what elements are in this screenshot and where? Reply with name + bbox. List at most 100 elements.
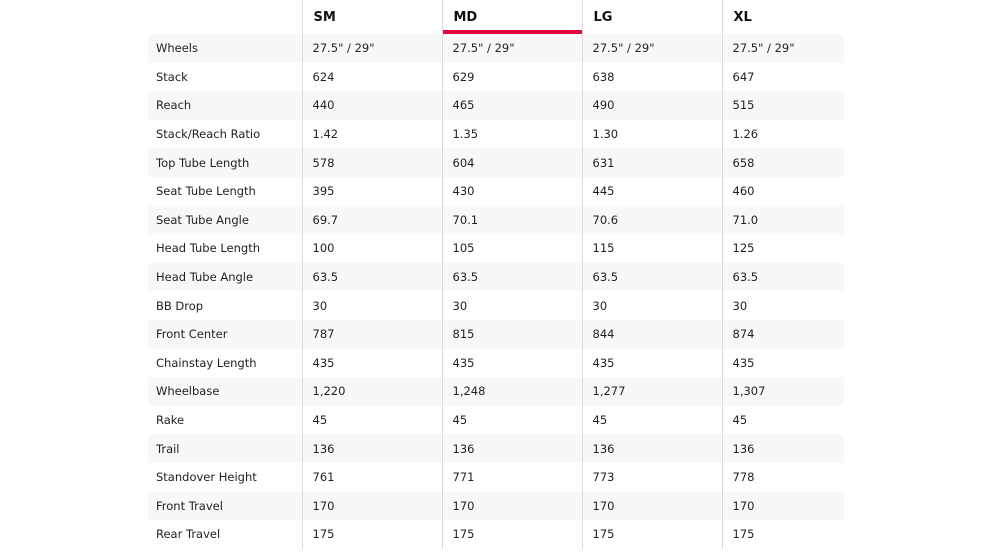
cell-xl: 460 [721, 176, 844, 206]
row-label: Stack [156, 69, 188, 84]
row-label: BB Drop [156, 298, 204, 313]
cell-lg: 844 [581, 319, 722, 349]
row-label: Front Center [148, 319, 302, 349]
cell-lg: 435 [581, 348, 722, 378]
table-row: Reach 440 465 490 515 [148, 91, 844, 120]
cell-sm: 624 [301, 62, 442, 92]
cell-xl: 435 [721, 348, 844, 378]
row-label: Wheels [148, 34, 302, 63]
row-label: Head Tube Length [156, 241, 260, 256]
cell-xl: 71.0 [721, 205, 844, 235]
cell-md: 105 [441, 234, 582, 263]
cell-md: 771 [441, 462, 582, 492]
row-label: Rear Travel [156, 527, 221, 542]
size-tab-xl[interactable]: XL [721, 0, 844, 34]
cell-sm: 63.5 [301, 262, 442, 292]
cell-md: 175 [441, 520, 582, 549]
cell-sm: 435 [301, 348, 442, 378]
cell-lg: 115 [581, 234, 722, 263]
table-row: Rake 45 45 45 45 [148, 405, 844, 435]
size-tab-lg[interactable]: LG [581, 0, 722, 34]
row-label: Head Tube Angle [148, 262, 302, 292]
cell-xl: 175 [721, 520, 844, 549]
row-label: Chainstay Length [156, 355, 257, 370]
cell-sm: 1.42 [301, 119, 442, 149]
row-label: Top Tube Length [148, 148, 302, 177]
cell-lg: 63.5 [581, 262, 722, 292]
cell-xl: 125 [721, 234, 844, 263]
row-label: Wheelbase [148, 377, 302, 406]
cell-sm: 175 [301, 520, 442, 549]
cell-sm: 395 [301, 176, 442, 206]
row-label: Seat Tube Angle [148, 205, 302, 235]
cell-lg: 45 [581, 405, 722, 435]
cell-md: 170 [441, 491, 582, 521]
cell-md: 465 [441, 91, 582, 120]
cell-lg: 638 [581, 62, 722, 92]
cell-lg: 631 [581, 148, 722, 177]
row-label: Front Travel [148, 491, 302, 521]
cell-sm: 170 [301, 491, 442, 521]
cell-md: 815 [441, 319, 582, 349]
cell-xl: 778 [721, 462, 844, 492]
cell-md: 136 [441, 434, 582, 463]
cell-lg: 70.6 [581, 205, 722, 235]
corner-cell [148, 0, 302, 34]
cell-md: 430 [441, 176, 582, 206]
cell-sm: 761 [301, 462, 442, 492]
cell-lg: 136 [581, 434, 722, 463]
row-label: Rake [156, 413, 185, 428]
cell-lg: 170 [581, 491, 722, 521]
cell-lg: 445 [581, 176, 722, 206]
row-label: Reach [148, 91, 302, 120]
table-row: Front Travel 170 170 170 170 [148, 491, 844, 521]
size-tab-sm[interactable]: SM [301, 0, 442, 34]
cell-xl: 515 [721, 91, 844, 120]
cell-sm: 787 [301, 319, 442, 349]
cell-md: 629 [441, 62, 582, 92]
cell-lg: 175 [581, 520, 722, 549]
cell-lg: 773 [581, 462, 722, 492]
cell-xl: 63.5 [721, 262, 844, 292]
cell-sm: 27.5" / 29" [301, 34, 442, 63]
cell-sm: 136 [301, 434, 442, 463]
cell-sm: 69.7 [301, 205, 442, 235]
table-row: Seat Tube Length 395 430 445 460 [148, 176, 844, 206]
table-row: Top Tube Length 578 604 631 658 [148, 148, 844, 177]
cell-md: 70.1 [441, 205, 582, 235]
table-row: Rear Travel 175 175 175 175 [148, 520, 844, 549]
cell-sm: 30 [301, 291, 442, 320]
cell-xl: 27.5" / 29" [721, 34, 844, 63]
row-label: Trail [148, 434, 302, 463]
cell-sm: 1,220 [301, 377, 442, 406]
cell-sm: 100 [301, 234, 442, 263]
header-row: SM MD LG XL [148, 0, 844, 34]
cell-xl: 30 [721, 291, 844, 320]
table-row: Front Center 787 815 844 874 [148, 319, 844, 349]
cell-xl: 1,307 [721, 377, 844, 406]
cell-lg: 490 [581, 91, 722, 120]
table-row: Standover Height 761 771 773 778 [148, 462, 844, 492]
geometry-table: SM MD LG XL Wheels 27.5" / 29" 27.5" / 29" 27.… [148, 0, 844, 549]
cell-xl: 874 [721, 319, 844, 349]
cell-md: 435 [441, 348, 582, 378]
cell-md: 1.35 [441, 119, 582, 149]
cell-lg: 1,277 [581, 377, 722, 406]
cell-md: 604 [441, 148, 582, 177]
cell-sm: 440 [301, 91, 442, 120]
table-row: Chainstay Length 435 435 435 435 [148, 348, 844, 378]
row-label: Stack/Reach Ratio [156, 127, 261, 142]
cell-sm: 578 [301, 148, 442, 177]
table-row: Trail 136 136 136 136 [148, 434, 844, 463]
cell-xl: 647 [721, 62, 844, 92]
table-row: Seat Tube Angle 69.7 70.1 70.6 71.0 [148, 205, 844, 235]
cell-xl: 170 [721, 491, 844, 521]
size-tab-md[interactable]: MD [441, 0, 582, 34]
table-row: Head Tube Length 100 105 115 125 [148, 234, 844, 263]
cell-lg: 30 [581, 291, 722, 320]
table-row: Head Tube Angle 63.5 63.5 63.5 63.5 [148, 262, 844, 292]
table-row: Stack/Reach Ratio 1.42 1.35 1.30 1.26 [148, 119, 844, 149]
cell-sm: 45 [301, 405, 442, 435]
row-label: Seat Tube Length [156, 184, 256, 199]
cell-lg: 27.5" / 29" [581, 34, 722, 63]
